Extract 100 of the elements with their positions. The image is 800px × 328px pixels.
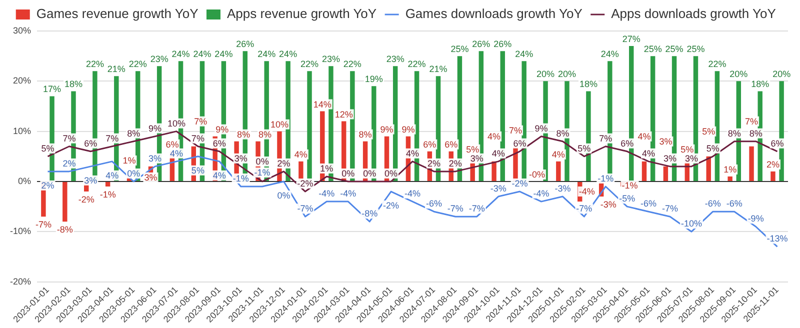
data-label: 3% [148, 153, 162, 164]
data-label: 20% [536, 69, 555, 80]
data-label: 20% [558, 69, 576, 80]
data-label: 8% [237, 129, 250, 140]
data-label: -1% [622, 180, 638, 190]
data-label: -4% [533, 188, 550, 199]
data-label: 9% [380, 124, 394, 134]
data-label: 8% [556, 128, 570, 138]
data-label: 24% [193, 49, 212, 60]
data-label: 2% [277, 158, 290, 168]
data-label: 5% [578, 143, 591, 154]
data-label: 23% [150, 54, 168, 64]
data-label: 7% [745, 116, 758, 126]
data-label: 5% [680, 144, 694, 154]
data-label: 0% [342, 168, 355, 178]
data-label: 10% [167, 118, 186, 128]
data-label: 19% [364, 74, 383, 84]
data-label: 23% [386, 54, 404, 64]
data-label: 26% [472, 39, 490, 50]
data-label: 0% [127, 168, 140, 178]
data-label: 5% [706, 143, 720, 154]
data-label: -2% [512, 178, 528, 189]
data-label: 25% [686, 44, 705, 54]
data-label: 22% [343, 59, 362, 70]
data-label: 10% [270, 119, 288, 130]
data-label: 4% [212, 170, 226, 180]
data-label: 4% [170, 148, 183, 158]
data-label: 4% [106, 170, 119, 180]
data-label: 24% [214, 49, 233, 60]
data-label: -13% [766, 234, 788, 244]
data-label: 6% [423, 139, 436, 150]
data-label: 24% [172, 49, 190, 60]
data-label: 0% [363, 168, 376, 178]
data-label: 5% [466, 144, 480, 154]
data-label: 23% [322, 54, 340, 64]
data-label: 9% [402, 124, 415, 134]
legend-label: Games revenue growth YoY [36, 6, 199, 22]
y-tick-label: 30% [12, 25, 32, 36]
data-label: -6% [426, 198, 442, 209]
data-label: 2% [427, 158, 440, 168]
data-label: 4% [552, 149, 565, 160]
y-tick-label: 20% [12, 76, 32, 86]
data-label: 22% [408, 59, 426, 70]
data-label: -2% [383, 200, 400, 211]
data-label: 4% [406, 148, 420, 158]
data-label: 3% [84, 175, 98, 186]
data-label: -6% [704, 198, 721, 209]
data-label: -8% [56, 224, 73, 235]
data-label: 8% [728, 128, 741, 138]
data-label: 8% [258, 129, 272, 140]
data-label: -3% [490, 184, 506, 194]
data-label: 6% [620, 138, 634, 148]
data-label: 6% [212, 138, 226, 148]
data-label: 20% [772, 69, 791, 80]
data-label: -10% [680, 218, 702, 229]
data-label: 25% [450, 44, 469, 54]
data-label: -6% [726, 198, 742, 209]
data-label: 6% [84, 138, 98, 148]
y-tick-label: 0% [18, 176, 32, 186]
data-label: 2% [766, 159, 780, 170]
data-label: 1% [320, 163, 334, 174]
data-label: -2% [297, 178, 314, 189]
data-label: 7% [62, 133, 76, 144]
data-label: -4% [578, 186, 595, 197]
y-tick-label: -20% [10, 276, 32, 286]
data-label: 1% [122, 155, 136, 166]
data-label: 12% [334, 109, 353, 120]
data-label: -7% [468, 204, 485, 214]
data-label: 8% [127, 128, 140, 138]
data-label: -4% [318, 188, 335, 199]
data-label: -7% [35, 220, 52, 230]
data-label: -9% [748, 214, 764, 224]
data-label: -1% [100, 190, 116, 200]
data-label: -1% [254, 168, 270, 178]
legend-label: Games downloads growth YoY [405, 6, 583, 22]
data-label: 5% [191, 165, 204, 176]
data-label: -0% [528, 169, 545, 180]
data-label: 3% [684, 153, 698, 164]
data-label: 7% [106, 133, 119, 144]
data-label: 3% [470, 153, 484, 164]
data-label: 6% [770, 138, 784, 148]
data-label: 5% [702, 126, 716, 136]
data-label: 8% [749, 128, 762, 138]
data-label: -6% [640, 198, 657, 209]
data-label: -2% [78, 194, 94, 205]
data-label: 21% [429, 64, 448, 74]
data-label: 18% [64, 79, 82, 90]
data-label: 8% [358, 129, 372, 140]
data-label: 9% [534, 123, 548, 134]
data-label: 22% [86, 59, 104, 70]
data-label: -8% [362, 208, 378, 219]
data-label: 7% [194, 116, 208, 126]
y-tick-label: 10% [12, 126, 32, 136]
data-label: -7% [662, 204, 678, 214]
data-label: 4% [638, 131, 651, 142]
data-label: -3% [600, 200, 616, 210]
data-label: 9% [216, 124, 229, 134]
data-label: 24% [279, 49, 298, 60]
data-label: 2% [62, 158, 76, 168]
data-label: -5% [619, 194, 636, 204]
